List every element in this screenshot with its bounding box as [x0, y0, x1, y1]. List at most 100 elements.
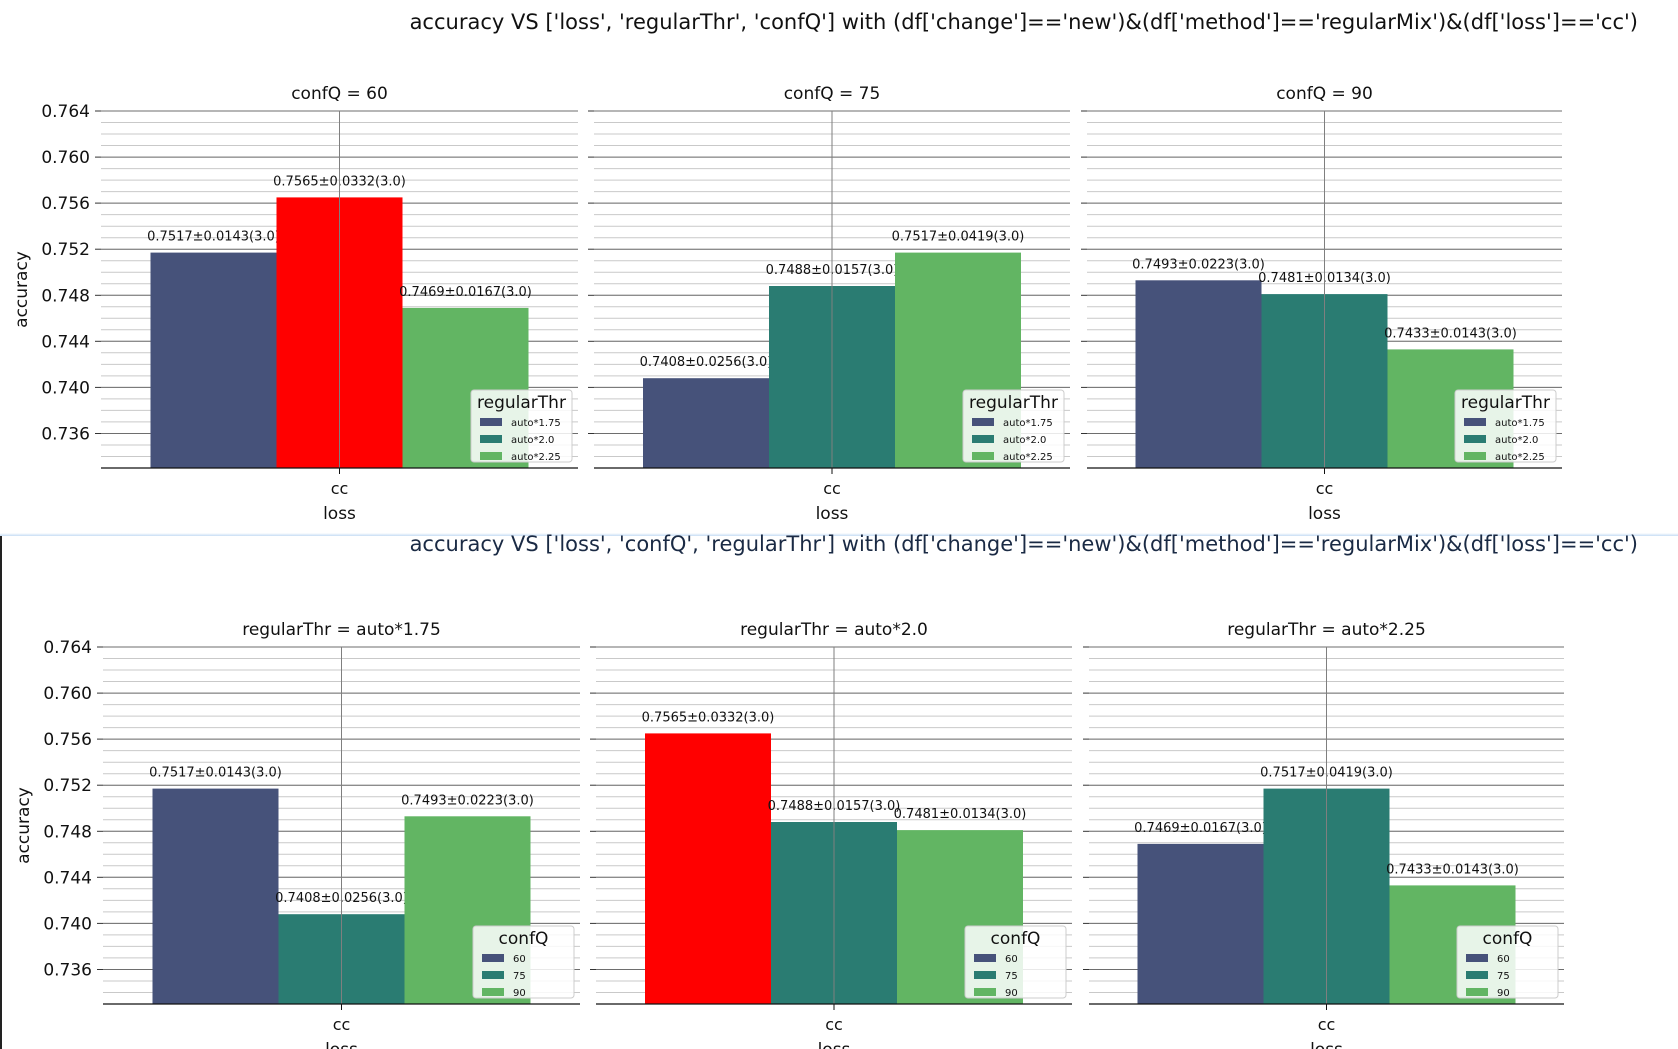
legend-swatch	[480, 435, 502, 443]
legend-swatch	[972, 418, 994, 426]
panel-title: regularThr = auto*2.0	[740, 620, 928, 640]
bar-value-label: 0.7408±0.0256(3.0)	[640, 355, 773, 370]
y-axis-label: accuracy	[14, 787, 34, 864]
panel-title: confQ = 75	[784, 84, 881, 104]
x-tick-label: cc	[823, 479, 841, 498]
legend-swatch	[1466, 971, 1488, 979]
legend-label: 60	[1497, 954, 1510, 965]
legend: regularThr auto*1.75 auto*2.0 auto*2.25	[1454, 389, 1557, 463]
legend-box	[1456, 925, 1559, 999]
y-tick-label: 0.736	[43, 961, 92, 981]
y-tick-label: 0.764	[41, 102, 90, 122]
y-tick-label: 0.752	[41, 240, 90, 260]
top-figure: accuracy VS ['loss', 'regularThr', 'conf…	[12, 10, 1638, 524]
bar-value-label: 0.7469±0.0167(3.0)	[1134, 821, 1267, 836]
legend-box	[470, 389, 573, 463]
bar-value-label: 0.7433±0.0143(3.0)	[1386, 862, 1519, 877]
y-tick-label: 0.748	[41, 286, 90, 306]
legend-swatch	[974, 988, 996, 996]
legend-swatch	[972, 452, 994, 460]
panel-title: confQ = 90	[1276, 84, 1373, 104]
facet-panel: 0.7565±0.0332(3.0)0.7488±0.0157(3.0)0.74…	[590, 620, 1072, 1049]
legend-label: auto*2.25	[511, 452, 561, 463]
bar-value-label: 0.7481±0.0134(3.0)	[894, 807, 1027, 822]
legend-label: auto*1.75	[1003, 418, 1053, 429]
bar-value-label: 0.7433±0.0143(3.0)	[1384, 326, 1517, 341]
x-axis-label: loss	[1308, 504, 1341, 524]
x-tick-label: cc	[333, 1015, 351, 1034]
legend-swatch	[972, 435, 994, 443]
y-tick-label: 0.740	[43, 914, 92, 934]
y-tick-label: 0.740	[41, 378, 90, 398]
legend: regularThr auto*1.75 auto*2.0 auto*2.25	[470, 389, 573, 463]
bar-value-label: 0.7517±0.0143(3.0)	[147, 230, 280, 245]
x-tick-label: cc	[1318, 1015, 1336, 1034]
facet-panel: 0.7469±0.0167(3.0)0.7517±0.0419(3.0)0.74…	[1083, 620, 1564, 1049]
legend-title: confQ	[1483, 929, 1533, 949]
x-axis-label: loss	[325, 1040, 358, 1049]
bar	[1137, 843, 1264, 1004]
legend-title: confQ	[499, 929, 549, 949]
legend-box	[1454, 389, 1557, 463]
y-tick-label: 0.764	[43, 638, 92, 658]
legend-label: auto*1.75	[1495, 418, 1545, 429]
legend-swatch	[482, 988, 504, 996]
legend-box	[964, 925, 1067, 999]
legend-box	[962, 389, 1065, 463]
y-tick-label: 0.744	[43, 868, 92, 888]
legend-title: regularThr	[1461, 393, 1550, 413]
facet-panel: 0.7517±0.0143(3.0)0.7565±0.0332(3.0)0.74…	[12, 84, 578, 524]
bottom-figure: accuracy VS ['loss', 'confQ', 'regularTh…	[0, 532, 1678, 1049]
y-tick-label: 0.736	[41, 425, 90, 445]
legend-label: auto*2.0	[1003, 435, 1046, 446]
y-tick-label: 0.756	[41, 194, 90, 214]
top-facet-grid: 0.7517±0.0143(3.0)0.7565±0.0332(3.0)0.74…	[12, 84, 1562, 524]
panel-title: regularThr = auto*2.25	[1227, 620, 1426, 640]
bar-value-label: 0.7493±0.0223(3.0)	[1132, 257, 1265, 272]
legend-box	[472, 925, 575, 999]
legend-swatch	[480, 452, 502, 460]
x-tick-label: cc	[331, 479, 349, 498]
legend-label: 90	[513, 988, 526, 999]
y-axis-label: accuracy	[12, 251, 32, 328]
x-tick-label: cc	[825, 1015, 843, 1034]
legend-swatch	[482, 954, 504, 962]
legend-label: 60	[1005, 954, 1018, 965]
legend-swatch	[1466, 954, 1488, 962]
legend-label: 75	[1005, 971, 1018, 982]
legend-label: auto*2.25	[1495, 452, 1545, 463]
legend-swatch	[1464, 435, 1486, 443]
x-tick-label: cc	[1316, 479, 1334, 498]
bar	[150, 252, 277, 468]
facet-panel: 0.7493±0.0223(3.0)0.7481±0.0134(3.0)0.74…	[1081, 84, 1562, 524]
legend-label: auto*2.0	[511, 435, 554, 446]
y-tick-label: 0.748	[43, 822, 92, 842]
x-axis-label: loss	[818, 1040, 851, 1049]
legend-label: auto*2.0	[1495, 435, 1538, 446]
legend: confQ 60 75 90	[472, 925, 575, 999]
legend-swatch	[1466, 988, 1488, 996]
legend: confQ 60 75 90	[964, 925, 1067, 999]
legend-swatch	[974, 971, 996, 979]
legend-label: 75	[1497, 971, 1510, 982]
y-tick-label: 0.752	[43, 776, 92, 796]
y-tick-label: 0.756	[43, 730, 92, 750]
legend-swatch	[482, 971, 504, 979]
figure-suptitle: accuracy VS ['loss', 'confQ', 'regularTh…	[409, 532, 1638, 556]
legend-label: auto*1.75	[511, 418, 561, 429]
legend-swatch	[974, 954, 996, 962]
x-axis-label: loss	[323, 504, 356, 524]
bar-value-label: 0.7493±0.0223(3.0)	[401, 793, 534, 808]
legend-label: 90	[1497, 988, 1510, 999]
y-tick-label: 0.760	[41, 148, 90, 168]
legend-label: 75	[513, 971, 526, 982]
bar	[645, 733, 771, 1004]
legend-title: confQ	[991, 929, 1041, 949]
facet-panel: 0.7408±0.0256(3.0)0.7488±0.0157(3.0)0.75…	[588, 84, 1070, 524]
bar-value-label: 0.7517±0.0419(3.0)	[892, 230, 1025, 245]
legend: regularThr auto*1.75 auto*2.0 auto*2.25	[962, 389, 1065, 463]
bar	[643, 378, 769, 468]
bar	[1135, 280, 1262, 468]
legend-swatch	[1464, 418, 1486, 426]
x-axis-label: loss	[1310, 1040, 1343, 1049]
